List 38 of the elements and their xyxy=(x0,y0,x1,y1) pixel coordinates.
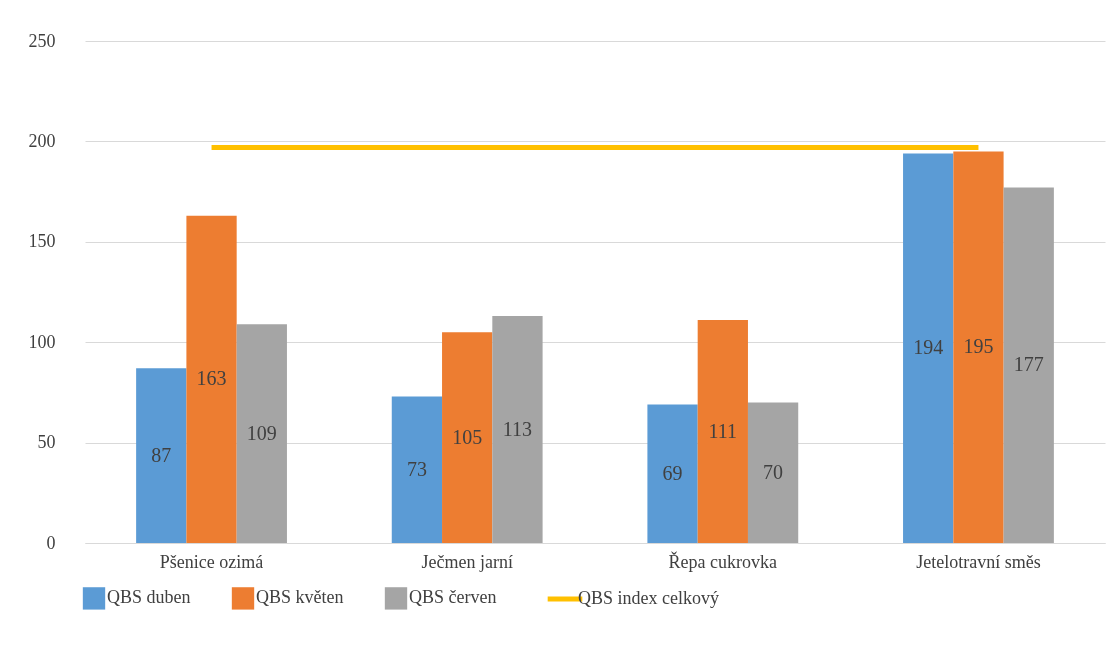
data-label: 105 xyxy=(452,425,483,448)
legend-label: QBS květen xyxy=(256,587,344,608)
y-tick-label: 0 xyxy=(46,532,56,553)
bar xyxy=(1003,187,1054,543)
legend-label: QBS index celkový xyxy=(578,588,719,608)
bar xyxy=(697,320,748,543)
x-tick-label: Jetelotravní směs xyxy=(916,551,1041,572)
bar xyxy=(747,402,799,543)
data-label: 113 xyxy=(502,417,533,440)
bar xyxy=(953,151,1004,543)
bar xyxy=(136,368,187,543)
bar xyxy=(903,153,954,543)
data-label: 111 xyxy=(708,419,738,442)
data-label: 163 xyxy=(196,367,227,390)
bar xyxy=(236,324,287,543)
data-label: 177 xyxy=(1013,353,1044,376)
y-tick-label: 100 xyxy=(28,331,56,352)
legend-label: QBS červen xyxy=(409,587,497,608)
x-tick-label: Ječmen jarní xyxy=(421,551,513,572)
data-label: 194 xyxy=(913,336,944,359)
legend-label: QBS duben xyxy=(107,587,191,608)
bar xyxy=(391,396,443,543)
data-label: 195 xyxy=(963,335,994,358)
bar xyxy=(492,316,543,543)
x-tick-label: Pšenice ozimá xyxy=(159,551,264,572)
y-tick-label: 150 xyxy=(28,231,56,252)
y-tick-label: 50 xyxy=(37,432,56,453)
bar xyxy=(186,215,237,543)
data-label: 69 xyxy=(662,461,683,484)
y-tick-label: 250 xyxy=(28,30,56,51)
y-tick-label: 200 xyxy=(28,130,56,151)
data-label: 70 xyxy=(763,460,784,483)
data-label: 73 xyxy=(406,457,427,480)
x-tick-label: Řepa cukrovka xyxy=(668,550,778,572)
data-label: 109 xyxy=(246,421,277,444)
bar xyxy=(647,404,698,543)
data-label: 87 xyxy=(151,443,172,466)
bar xyxy=(442,332,493,543)
